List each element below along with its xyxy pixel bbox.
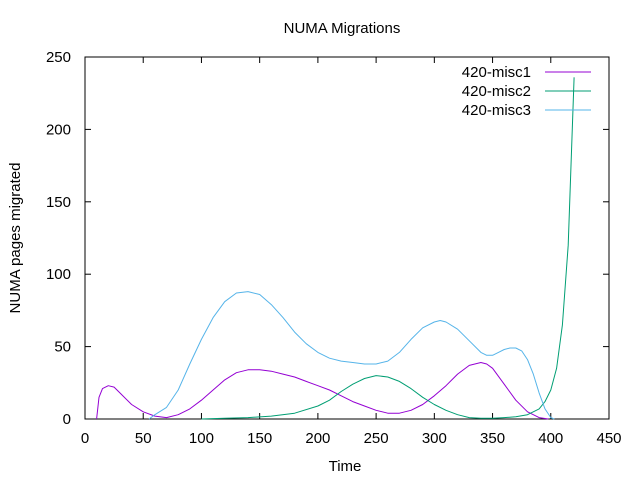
legend-label-420-misc3: 420-misc3 bbox=[462, 102, 531, 119]
x-tick-label: 350 bbox=[480, 430, 505, 447]
legend: 420-misc1 420-misc2 420-misc3 bbox=[462, 64, 591, 119]
x-tick-label: 0 bbox=[81, 430, 89, 447]
plot-border bbox=[84, 56, 610, 420]
y-tick-label: 200 bbox=[46, 121, 71, 138]
series-line-420-misc1 bbox=[96, 362, 549, 420]
x-axis-ticks: 0 50 100 150 200 250 300 350 400 450 bbox=[81, 57, 622, 447]
plot-frame bbox=[84, 56, 610, 420]
x-tick-label: 50 bbox=[135, 430, 152, 447]
series-line-420-misc2 bbox=[201, 77, 575, 420]
y-tick-label: 100 bbox=[46, 266, 71, 283]
x-tick-label: 400 bbox=[538, 430, 563, 447]
y-axis-ticks: 0 50 100 150 200 250 bbox=[46, 49, 609, 428]
x-tick-label: 450 bbox=[596, 430, 621, 447]
x-tick-label: 250 bbox=[364, 430, 389, 447]
y-tick-label: 250 bbox=[46, 49, 71, 66]
x-tick-label: 200 bbox=[305, 430, 330, 447]
chart-title: NUMA Migrations bbox=[284, 20, 401, 37]
legend-label-420-misc1: 420-misc1 bbox=[462, 64, 531, 81]
y-tick-label: 0 bbox=[63, 411, 71, 428]
y-axis-label: NUMA pages migrated bbox=[7, 163, 24, 314]
x-tick-label: 100 bbox=[189, 430, 214, 447]
series-line-420-misc3 bbox=[148, 291, 555, 420]
x-tick-label: 150 bbox=[247, 430, 272, 447]
y-tick-label: 150 bbox=[46, 194, 71, 211]
legend-label-420-misc2: 420-misc2 bbox=[462, 83, 531, 100]
series-lines bbox=[96, 77, 575, 420]
x-axis-label: Time bbox=[329, 458, 362, 475]
x-tick-label: 300 bbox=[422, 430, 447, 447]
y-tick-label: 50 bbox=[54, 339, 71, 356]
